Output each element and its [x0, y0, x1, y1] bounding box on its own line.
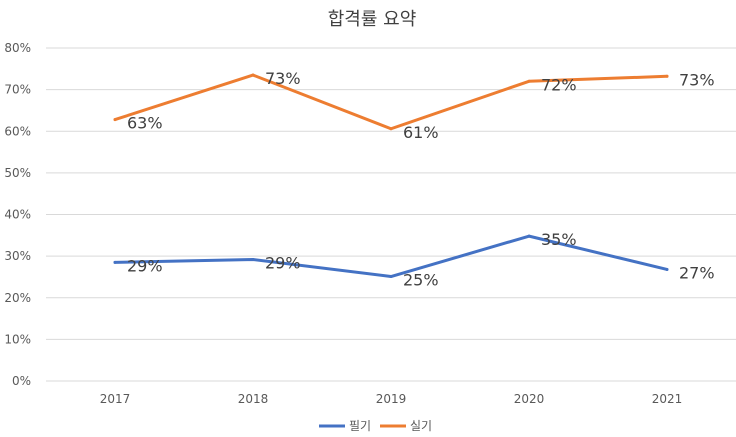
data-label: 73%	[679, 70, 715, 89]
data-label: 73%	[265, 69, 301, 88]
y-tick-label: 30%	[4, 249, 31, 263]
series-lines	[113, 73, 669, 279]
gridlines	[46, 47, 736, 382]
data-label: 61%	[403, 123, 439, 142]
data-point	[113, 260, 117, 264]
x-tick-label: 2020	[514, 392, 545, 406]
chart-title: 합격률 요약	[328, 9, 417, 30]
data-label: 25%	[403, 271, 439, 290]
data-point	[527, 79, 531, 83]
y-tick-label: 80%	[4, 41, 31, 55]
series-line-실기	[113, 73, 669, 131]
data-point	[665, 74, 669, 78]
data-label: 27%	[679, 263, 715, 282]
data-point	[665, 267, 669, 271]
data-point	[113, 118, 117, 122]
data-point	[251, 73, 255, 77]
data-label: 29%	[265, 253, 301, 272]
data-label: 63%	[127, 114, 163, 133]
x-tick-label: 2018	[238, 392, 269, 406]
data-label: 72%	[541, 75, 577, 94]
legend-label: 필기	[349, 419, 371, 433]
data-point	[389, 275, 393, 279]
y-axis: 0% 10% 20% 30% 40% 50% 60% 70% 80%	[4, 41, 31, 388]
y-tick-label: 50%	[4, 166, 31, 180]
data-label: 29%	[127, 256, 163, 275]
x-tick-label: 2017	[100, 392, 131, 406]
y-tick-label: 10%	[4, 332, 31, 346]
data-point	[389, 127, 393, 131]
y-tick-label: 40%	[4, 208, 31, 222]
data-point	[527, 234, 531, 238]
legend: 필기 실기	[319, 419, 432, 433]
y-tick-label: 60%	[4, 124, 31, 138]
legend-label: 실기	[410, 419, 432, 433]
y-tick-label: 0%	[12, 374, 31, 388]
x-axis: 2017 2018 2019 2020 2021	[100, 392, 683, 406]
y-tick-label: 70%	[4, 83, 31, 97]
data-point	[251, 257, 255, 261]
data-label: 35%	[541, 230, 577, 249]
y-tick-label: 20%	[4, 291, 31, 305]
x-tick-label: 2019	[376, 392, 407, 406]
data-labels: 29% 29% 25% 35% 27% 63% 73% 61% 72% 73%	[127, 69, 715, 289]
x-tick-label: 2021	[652, 392, 683, 406]
